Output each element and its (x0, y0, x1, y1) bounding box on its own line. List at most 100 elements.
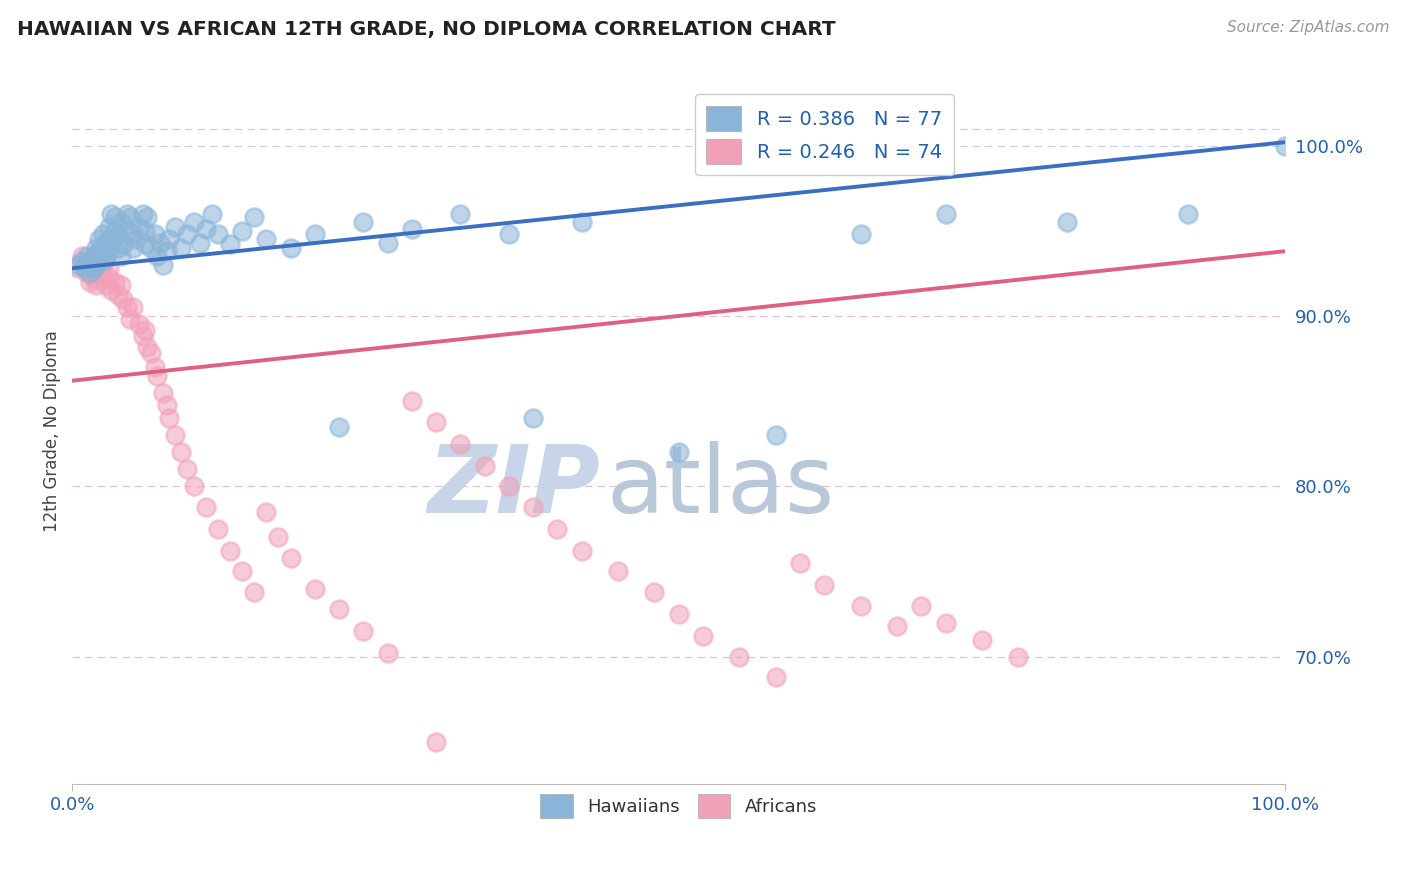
Point (522, 500, 544, 514)
Point (83, 258, 105, 272)
Point (120, 210, 142, 224)
Point (304, 582, 326, 596)
Point (668, 607, 690, 621)
Point (152, 258, 174, 272)
Point (96, 249, 118, 263)
Point (425, 735, 447, 749)
Point (87, 261, 110, 276)
Point (425, 415, 447, 429)
Point (100, 284, 122, 298)
Point (67, 261, 90, 276)
Point (935, 615, 957, 630)
Point (139, 346, 162, 360)
Point (886, 619, 908, 633)
Point (83, 249, 105, 263)
Point (231, 565, 253, 579)
Point (254, 232, 277, 246)
Point (352, 624, 374, 639)
Point (692, 629, 714, 643)
Point (107, 227, 129, 242)
Point (146, 368, 169, 383)
Point (304, 227, 326, 242)
Point (146, 249, 169, 263)
Point (207, 227, 229, 242)
Point (201, 207, 224, 221)
Point (131, 329, 153, 343)
Point (183, 215, 205, 229)
Point (219, 237, 242, 252)
Point (243, 585, 266, 599)
Point (243, 210, 266, 224)
Point (104, 224, 127, 238)
Point (176, 227, 198, 242)
Point (1007, 649, 1029, 664)
Point (183, 479, 205, 493)
Point (136, 340, 159, 354)
Point (83, 261, 105, 276)
Point (267, 530, 290, 544)
Point (970, 632, 993, 647)
Point (96, 235, 118, 250)
Point (91, 271, 114, 285)
Point (170, 241, 193, 255)
Point (97, 244, 120, 259)
Point (280, 241, 302, 255)
Point (110, 278, 132, 293)
Point (91, 227, 114, 242)
Point (97, 220, 120, 235)
Point (131, 207, 153, 221)
Point (607, 565, 630, 579)
Point (112, 237, 135, 252)
Point (79, 266, 101, 280)
Point (571, 544, 593, 558)
Point (546, 522, 568, 536)
Point (156, 244, 179, 259)
Point (522, 411, 544, 425)
Point (110, 249, 132, 263)
Point (668, 445, 690, 459)
Point (194, 222, 217, 236)
Point (156, 398, 179, 412)
Point (128, 318, 150, 332)
Point (79, 254, 101, 268)
Point (86, 278, 108, 293)
Point (97, 232, 120, 246)
Point (134, 237, 156, 252)
Point (157, 232, 180, 246)
Point (139, 241, 162, 255)
Point (73, 258, 96, 272)
Point (328, 602, 350, 616)
Point (643, 585, 665, 599)
Point (100, 207, 122, 221)
Point (101, 237, 124, 252)
Point (70, 254, 93, 268)
Point (170, 445, 193, 459)
Point (67, 258, 90, 272)
Point (498, 227, 520, 242)
Point (728, 649, 751, 664)
Point (352, 215, 374, 229)
Point (157, 411, 180, 425)
Point (474, 458, 496, 473)
Y-axis label: 12th Grade, No Diploma: 12th Grade, No Diploma (44, 330, 60, 532)
Point (86, 266, 108, 280)
Point (935, 207, 957, 221)
Point (231, 224, 253, 238)
Point (115, 207, 138, 221)
Point (97, 261, 120, 276)
Point (120, 312, 142, 326)
Point (1056, 215, 1078, 229)
Point (789, 556, 811, 570)
Point (112, 292, 135, 306)
Point (73, 261, 96, 276)
Point (849, 599, 872, 613)
Point (401, 394, 423, 409)
Point (91, 258, 114, 272)
Point (136, 210, 159, 224)
Point (165, 428, 187, 442)
Point (87, 232, 110, 246)
Point (77, 258, 100, 272)
Point (70, 249, 93, 263)
Point (148, 235, 170, 250)
Point (122, 241, 145, 255)
